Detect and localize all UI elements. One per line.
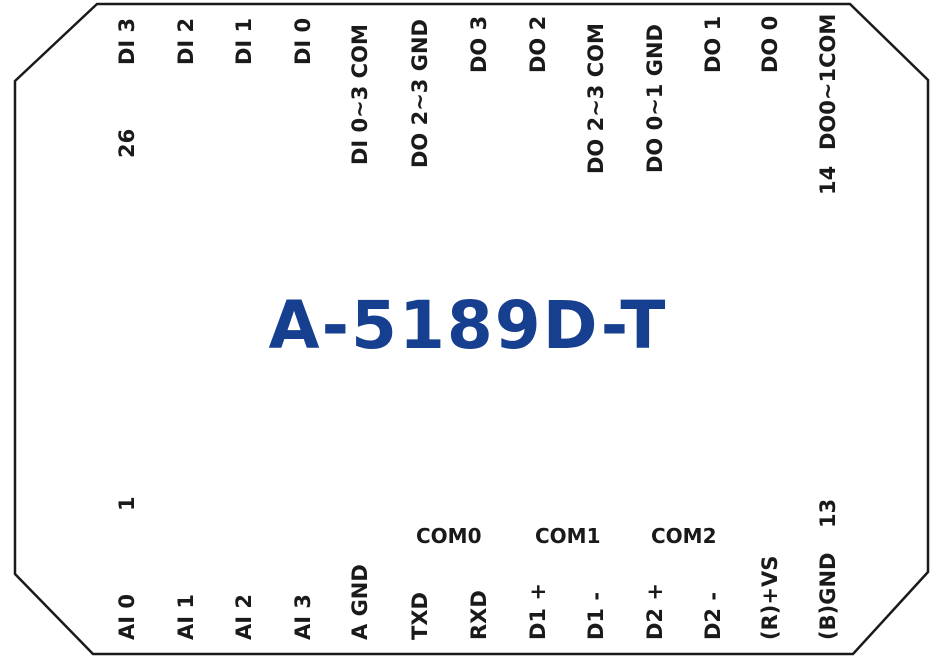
pin-label-rxd: RXD xyxy=(467,590,491,640)
pin-label-do2: DO 2 xyxy=(526,15,550,73)
pin-number-26: 26 xyxy=(115,128,139,158)
pin-label-agnd: A GND xyxy=(348,564,372,640)
pin-label-d1-minus: D1 - xyxy=(584,591,608,640)
pin-number-1: 1 xyxy=(115,496,139,511)
pin-label-do0: DO 0 xyxy=(758,15,782,73)
pin-label-txd: TXD xyxy=(408,592,432,640)
pin-label-ai2: AI 2 xyxy=(232,594,256,640)
pin-label-do3: DO 3 xyxy=(467,15,491,73)
model-name: A-5189D-T xyxy=(268,287,668,364)
pin-label-di0: DI 0 xyxy=(291,17,315,65)
pin-label-do2-3-gnd: DO 2~3 GND xyxy=(408,19,432,168)
pin-label-ai0: AI 0 xyxy=(115,594,139,640)
pin-label-b-gnd: (B)GND xyxy=(816,552,840,640)
pin-label-d2-plus: D2 + xyxy=(643,583,667,640)
pin-label-di1: DI 1 xyxy=(232,17,256,65)
com-port-label-com2: COM2 xyxy=(651,524,717,548)
pin-label-ai1: AI 1 xyxy=(174,594,198,640)
pin-label-do0-1-com: DO0~1COM xyxy=(816,13,840,150)
pin-number-13: 13 xyxy=(816,498,840,528)
pin-label-di0-3-com: DI 0~3 COM xyxy=(348,24,372,165)
pin-label-ai3: AI 3 xyxy=(291,594,315,640)
pin-label-di3: DI 3 xyxy=(115,17,139,65)
pin-label-do2-3-com: DO 2~3 COM xyxy=(584,23,608,174)
pin-label-d2-minus: D2 - xyxy=(701,591,725,640)
pin-label-di2: DI 2 xyxy=(174,17,198,65)
pin-label-r-vs: (R)+VS xyxy=(758,555,782,640)
pin-label-do1: DO 1 xyxy=(701,15,725,73)
com-port-label-com0: COM0 xyxy=(416,524,482,548)
pin-label-d1-plus: D1 + xyxy=(526,583,550,640)
com-port-label-com1: COM1 xyxy=(535,524,601,548)
pin-number-14: 14 xyxy=(816,165,840,195)
pin-label-do0-1-gnd: DO 0~1 GND xyxy=(643,24,667,173)
